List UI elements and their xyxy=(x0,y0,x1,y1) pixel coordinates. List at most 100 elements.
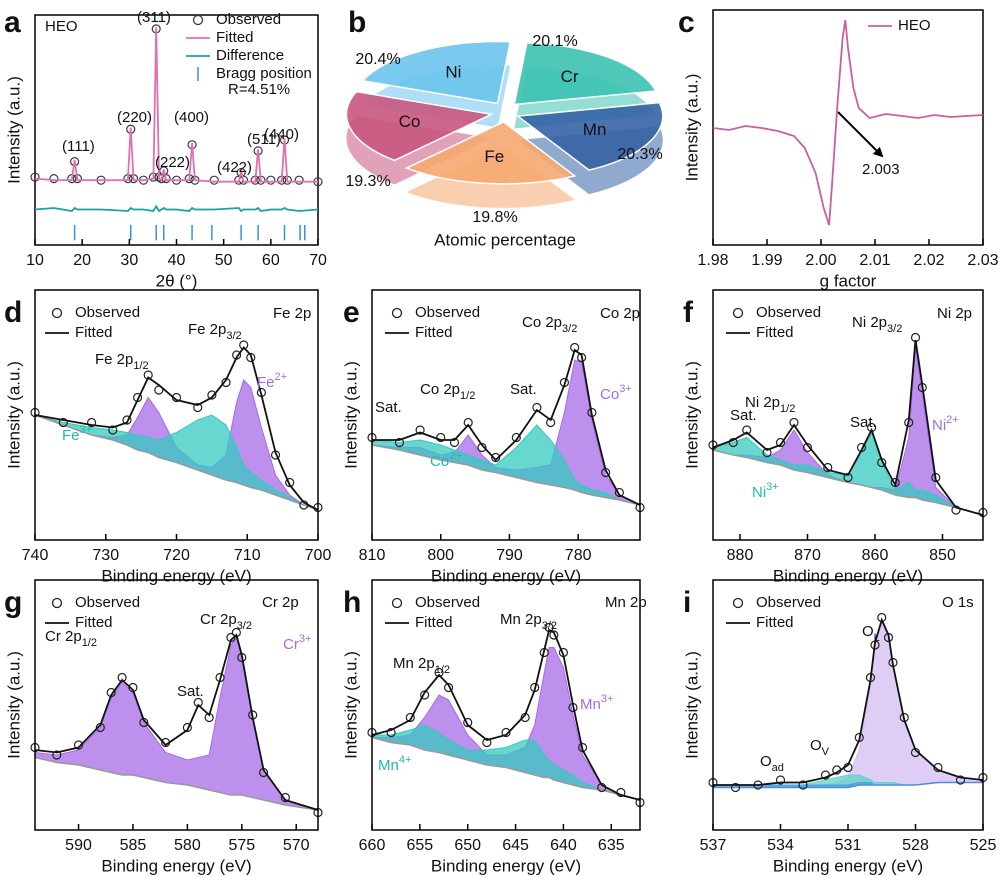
pie-value-label: 20.3% xyxy=(617,146,662,163)
annotation-text: Ni xyxy=(752,484,766,501)
legend-label: Observed xyxy=(216,11,281,28)
panel-label: d xyxy=(4,296,22,329)
annotation-superscript: 3+ xyxy=(619,383,632,395)
observed-point xyxy=(394,437,405,448)
annotation-text: Cr 2p xyxy=(45,628,82,645)
pie-label: Mn xyxy=(583,120,607,139)
x-axis-label: Binding energy (eV) xyxy=(101,856,251,875)
pie-label: Ni xyxy=(445,62,461,81)
x-tick-label: 528 xyxy=(902,837,929,854)
observed-point xyxy=(742,425,752,435)
annotation-text: Ni 2p xyxy=(745,394,780,411)
annotation: (422) xyxy=(217,159,252,176)
annotation: Co2+ xyxy=(430,450,462,470)
x-tick-label: 2.00 xyxy=(805,252,836,269)
annotation: Ni 2p3/2 xyxy=(852,314,902,335)
observed-point xyxy=(449,437,460,448)
annotation-subscript: ad xyxy=(772,762,784,774)
observed-point xyxy=(434,667,444,678)
y-axis-label: Intensity (a.u.) xyxy=(682,361,701,469)
legend-label: Fitted xyxy=(75,324,113,341)
annotation-text: Cr xyxy=(283,636,299,653)
x-tick-label: 645 xyxy=(502,837,529,854)
x-tick-label: 800 xyxy=(427,547,454,564)
legend-label: Fitted xyxy=(756,614,794,631)
observed-point xyxy=(420,690,430,700)
annotation-superscript: 2+ xyxy=(946,414,959,426)
annotation-text: Mn 2p xyxy=(393,655,435,672)
annotation-text: Fe xyxy=(62,427,80,444)
annotation-subscript: 1/2 xyxy=(82,637,97,649)
legend-label: Difference xyxy=(216,47,284,64)
annotation: Sat. xyxy=(510,381,537,398)
plot-frame xyxy=(34,289,319,541)
annotation: Mn3+ xyxy=(580,693,613,713)
x-tick-label: 655 xyxy=(407,837,434,854)
annotation: Sat. xyxy=(177,683,204,700)
background-line xyxy=(34,756,319,811)
annotation-text: O xyxy=(862,623,874,640)
annotation-text: Fe 2p xyxy=(188,321,226,338)
annotation-superscript: 4+ xyxy=(399,754,412,766)
observed-point xyxy=(501,727,511,738)
pie-slice xyxy=(515,101,664,171)
background-line xyxy=(371,736,641,801)
pie-slice xyxy=(513,41,657,106)
annotation: O 1s xyxy=(942,594,974,611)
annotation: Mn 2p1/2 xyxy=(393,655,450,676)
x-tick-label: 580 xyxy=(174,837,201,854)
observed-point xyxy=(73,740,84,750)
legend-label: Bragg position xyxy=(216,65,312,82)
annotation-subscript: 3/2 xyxy=(542,620,557,632)
panel-label: e xyxy=(343,296,360,329)
legend-label: HEO xyxy=(898,17,931,34)
annotation: (222) xyxy=(155,154,190,171)
annotation-superscript: 3+ xyxy=(766,481,779,493)
x-axis-label: Binding energy (eV) xyxy=(773,566,923,585)
x-tick-label: 790 xyxy=(496,547,523,564)
y-axis-label: Intensity (a.u.) xyxy=(4,651,23,759)
x-tick-label: 880 xyxy=(727,547,754,564)
legend-label: Observed xyxy=(756,594,821,611)
annotation-subscript: 3/2 xyxy=(562,323,577,335)
observed-point xyxy=(436,432,446,443)
x-tick-label: 740 xyxy=(22,547,49,564)
legend-symbol xyxy=(391,307,403,319)
x-tick-label: 575 xyxy=(228,837,255,854)
plot-frame xyxy=(712,9,984,246)
legend-label: Fitted xyxy=(756,324,794,341)
legend-label: Observed xyxy=(756,304,821,321)
pie-label: Co xyxy=(399,112,421,131)
annotation-text: Co 2p xyxy=(522,314,562,331)
panel-label: c xyxy=(678,6,695,39)
panel-label: i xyxy=(683,586,691,619)
x-axis-label: Binding energy (eV) xyxy=(431,566,581,585)
annotation-subscript: 3/2 xyxy=(887,323,902,335)
x-tick-label: 40 xyxy=(168,252,186,269)
observed-point xyxy=(193,402,203,413)
x-axis-label: g factor xyxy=(820,271,877,290)
y-axis-label: Intensity (a.u.) xyxy=(341,651,360,759)
annotation: Mn 2p xyxy=(605,594,647,611)
observed-point xyxy=(775,437,786,448)
observed-point xyxy=(52,750,62,760)
pie-slice xyxy=(345,90,494,162)
annotation-text: Ni 2p xyxy=(852,314,887,331)
annotation-text: Mn xyxy=(378,757,399,774)
annotation: Fe 2p xyxy=(273,305,311,322)
x-tick-label: 537 xyxy=(700,837,727,854)
annotation-text: Cr 2p xyxy=(200,611,237,628)
series-line xyxy=(372,348,641,506)
annotation-text: Mn xyxy=(580,696,601,713)
annotation-subscript: L xyxy=(874,632,880,644)
pie-value-label: 19.8% xyxy=(472,209,517,226)
x-axis-label: Binding energy (eV) xyxy=(773,856,923,875)
x-axis-label: 2θ (°) xyxy=(156,271,198,290)
x-tick-label: 70 xyxy=(309,252,327,269)
x-tick-label: 30 xyxy=(120,252,138,269)
annotation-subscript: 1/2 xyxy=(133,360,148,372)
x-tick-label: 1.99 xyxy=(751,252,782,269)
series-line xyxy=(712,19,984,226)
x-tick-label: 635 xyxy=(598,837,625,854)
annotation: 2.003 xyxy=(862,161,900,178)
